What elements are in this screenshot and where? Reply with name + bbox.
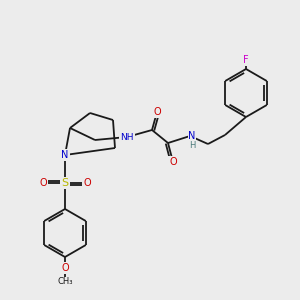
- Text: O: O: [61, 263, 69, 273]
- Text: O: O: [39, 178, 47, 188]
- Text: CH₃: CH₃: [57, 278, 73, 286]
- Text: S: S: [61, 178, 69, 188]
- Text: N: N: [188, 131, 196, 141]
- Text: N: N: [61, 150, 69, 160]
- Text: O: O: [169, 157, 177, 167]
- Text: NH: NH: [120, 133, 134, 142]
- Text: H: H: [189, 140, 195, 149]
- Text: O: O: [83, 178, 91, 188]
- Text: O: O: [153, 107, 161, 117]
- Text: F: F: [243, 55, 249, 65]
